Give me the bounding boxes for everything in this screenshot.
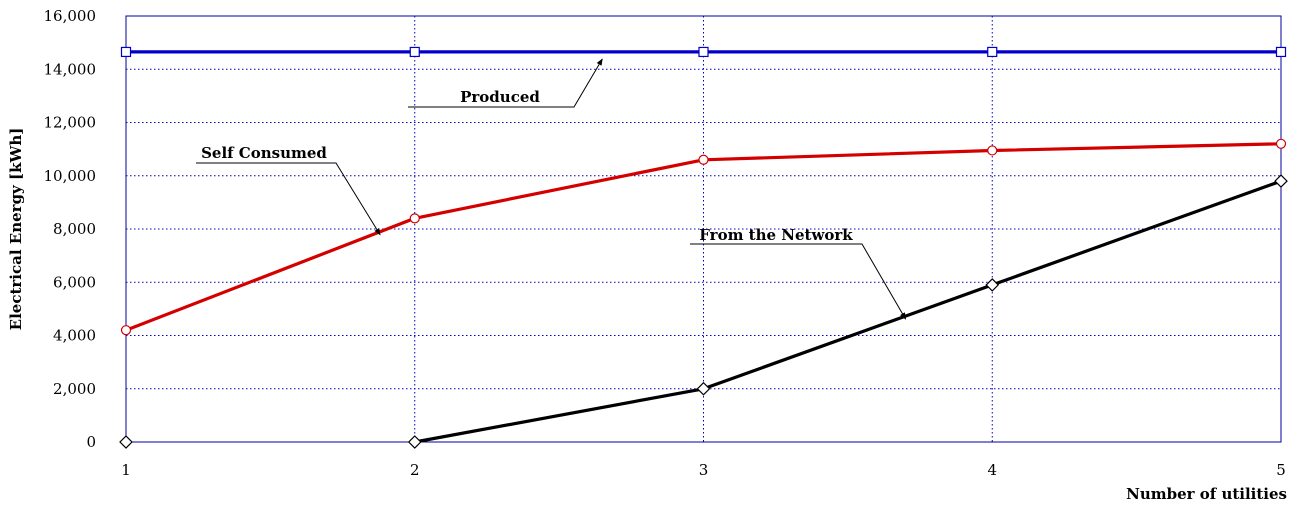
data-point [120, 46, 132, 58]
data-point [1274, 174, 1288, 188]
series-layer [119, 46, 1288, 449]
x-axis-title: Number of utilities [1126, 485, 1287, 503]
y-tick-label: 14,000 [44, 60, 97, 78]
annotation-produced-leader [408, 58, 603, 108]
annotation-produced: Produced [460, 88, 540, 106]
x-tick-label: 4 [987, 461, 997, 479]
y-tick-label: 4,000 [53, 327, 96, 345]
x-tick-label: 3 [699, 461, 709, 479]
y-tick-label: 8,000 [53, 220, 96, 238]
data-point [696, 381, 711, 396]
data-point [119, 435, 133, 449]
annotation-self-consumed: Self Consumed [201, 144, 327, 162]
x-tick-label: 1 [121, 461, 131, 479]
x-tick-label: 2 [410, 461, 420, 479]
y-tick-label: 12,000 [44, 114, 97, 132]
data-point [987, 145, 998, 156]
data-point [407, 435, 422, 449]
y-tick-label: 10,000 [44, 167, 97, 185]
data-point [987, 46, 998, 58]
y-tick-label: 0 [86, 433, 96, 451]
annotations: Produced Self Consumed From the Network [196, 58, 907, 320]
data-point [698, 154, 709, 165]
annotation-from-network-leader [690, 243, 907, 320]
y-tick-label: 6,000 [53, 273, 96, 291]
data-point [409, 46, 420, 58]
series-line-from-the-network [414, 179, 1282, 444]
data-point [698, 46, 709, 58]
data-point [1275, 138, 1287, 149]
data-point [1275, 46, 1287, 58]
grid [126, 16, 1281, 442]
data-point [120, 325, 132, 336]
data-point [409, 213, 420, 224]
tick-labels: 0 2,000 4,000 6,000 8,000 10,000 12,000 14,000 1… [44, 7, 1286, 479]
y-tick-label: 2,000 [53, 380, 96, 398]
plot-frame [125, 15, 1282, 443]
annotation-self-consumed-leader [196, 162, 381, 236]
y-axis-title: Electrical Energy [kWh] [7, 128, 25, 331]
y-tick-label: 16,000 [44, 7, 97, 25]
annotation-from-network: From the Network [699, 226, 853, 244]
data-point [985, 278, 1000, 292]
x-tick-label: 5 [1276, 461, 1286, 479]
